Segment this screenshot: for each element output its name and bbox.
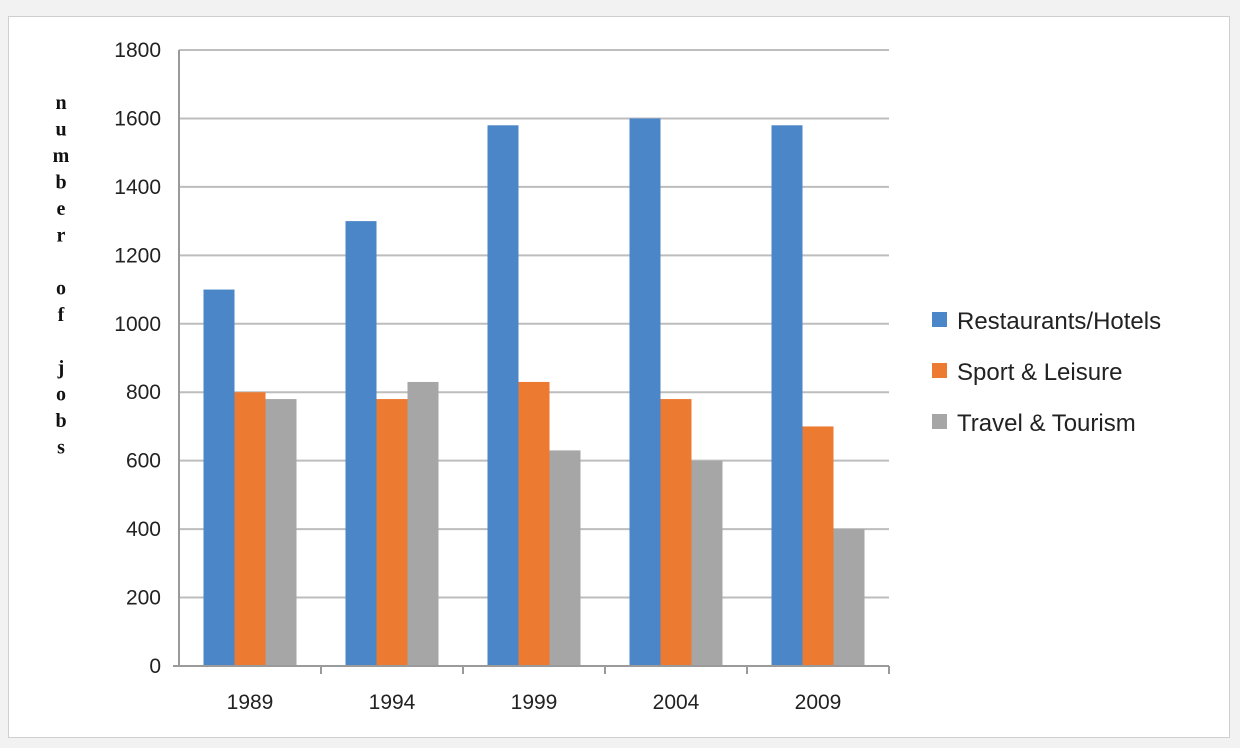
y-tick-label: 1200: [114, 244, 161, 267]
legend-label: Sport & Leisure: [957, 359, 1122, 386]
legend-label: Travel & Tourism: [957, 410, 1136, 437]
bar: [203, 289, 235, 666]
bar: [487, 125, 519, 667]
axes: [173, 50, 890, 674]
y-tick-label: 1400: [114, 176, 161, 199]
bar: [376, 399, 408, 666]
y-tick-label: 200: [126, 587, 161, 610]
x-tick-label: 1989: [227, 691, 274, 714]
bar: [833, 529, 865, 666]
bar: [345, 221, 377, 666]
y-tick-label: 400: [126, 518, 161, 541]
bar: [691, 460, 723, 666]
bar: [518, 381, 550, 666]
x-tick-label: 2009: [795, 691, 842, 714]
y-tick-label: 1600: [114, 107, 161, 130]
x-tick-labels: 1989 1994 1999 2004 2009: [227, 691, 842, 714]
x-tick-label: 1994: [369, 691, 416, 714]
chart-frame: 0 200 400 600 800 1000 1200 1400 1600 1800 1989 19…: [8, 16, 1230, 738]
legend: Restaurants/Hotels Sport & Leisure Travel …: [932, 308, 1161, 437]
x-tick-label: 2004: [653, 691, 700, 714]
legend-swatch: [932, 312, 947, 327]
y-tick-label: 0: [149, 655, 161, 678]
bar: [234, 392, 266, 666]
y-tick-label: 1800: [114, 39, 161, 62]
bar: [771, 125, 803, 667]
bar: [549, 450, 581, 666]
bar: [265, 399, 297, 666]
gridlines: [179, 49, 889, 599]
y-tick-label: 800: [126, 381, 161, 404]
bar: [802, 426, 834, 666]
y-tick-labels: 0 200 400 600 800 1000 1200 1400 1600 1800: [114, 39, 161, 678]
bars: [203, 118, 865, 667]
y-tick-label: 600: [126, 450, 161, 473]
legend-swatch: [932, 414, 947, 429]
y-tick-label: 1000: [114, 313, 161, 336]
bar: [407, 381, 439, 666]
legend-swatch: [932, 363, 947, 378]
x-tick-label: 1999: [511, 691, 558, 714]
bar: [629, 118, 661, 666]
legend-label: Restaurants/Hotels: [957, 308, 1161, 335]
bar: [660, 399, 692, 666]
